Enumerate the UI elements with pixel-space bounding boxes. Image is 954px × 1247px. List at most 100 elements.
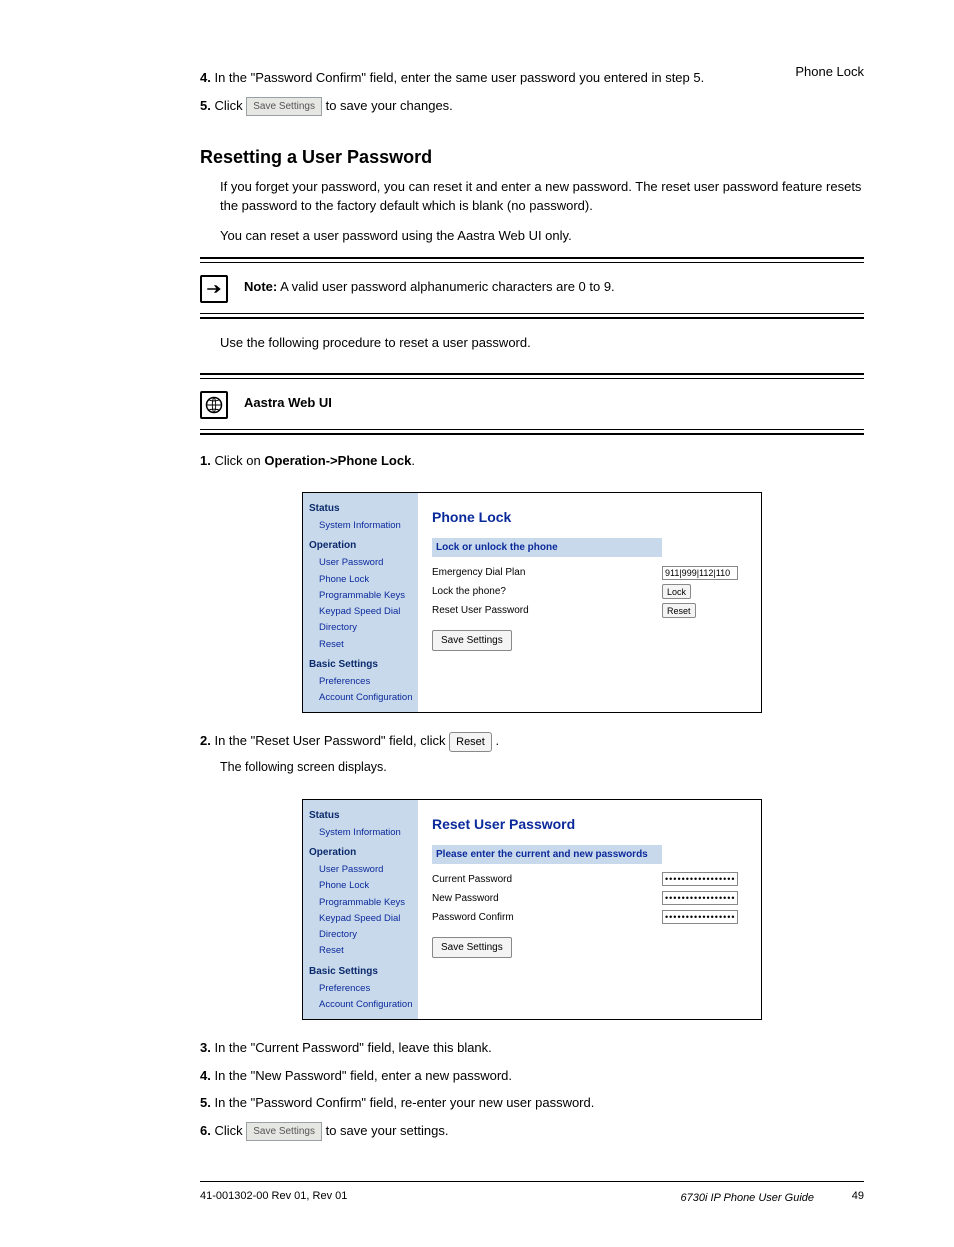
rule [200, 317, 864, 319]
step-text: In the "Password Confirm" field, enter t… [214, 70, 704, 85]
step-text: Click on Operation->Phone Lock. [214, 453, 414, 468]
step-num: 2. [200, 733, 211, 748]
emergency-dial-plan-input[interactable] [662, 566, 738, 580]
step-suffix: to save your changes. [326, 98, 453, 113]
sidebar-item-user-password[interactable]: User Password [309, 555, 418, 571]
step-prefix: In the "Reset User Password" field, clic… [214, 733, 449, 748]
step-6b: 6. Click Save Settings to save your sett… [200, 1121, 864, 1141]
step-num: 1. [200, 453, 211, 468]
sidebar: Status System Information Operation User… [303, 493, 418, 712]
row-reset-user-password: Reset User Password Reset [432, 601, 747, 620]
step-4a: 4. In the "Password Confirm" field, ente… [200, 68, 864, 88]
label-emergency-dial-plan: Emergency Dial Plan [432, 565, 662, 580]
step-suffix: . [496, 733, 500, 748]
note-body: A valid user password alphanumeric chara… [277, 279, 614, 294]
sidebar-item-system-information[interactable]: System Information [309, 518, 418, 534]
step-5a: 5. Click Save Settings to save your chan… [200, 96, 864, 116]
step-1b: 1. Click on Operation->Phone Lock. [200, 451, 864, 471]
row-current-password: Current Password [432, 870, 747, 889]
note-label: Note: [244, 279, 277, 294]
screenshot-reset-user-password: Status System Information Operation User… [302, 799, 762, 1020]
sidebar-item-keypad-speed-dial[interactable]: Keypad Speed Dial [309, 911, 418, 927]
label-current-password: Current Password [432, 872, 662, 887]
label-lock-phone: Lock the phone? [432, 584, 662, 599]
row-new-password: New Password [432, 889, 747, 908]
lock-button[interactable]: Lock [662, 584, 691, 599]
label-reset-user-password: Reset User Password [432, 603, 662, 618]
sidebar-heading-basic: Basic Settings [309, 964, 418, 979]
reset-inline-button: Reset [449, 732, 492, 753]
sidebar-item-programmable-keys[interactable]: Programmable Keys [309, 895, 418, 911]
main-panel: Phone Lock Lock or unlock the phone Emer… [418, 493, 761, 712]
save-settings-button[interactable]: Save Settings [432, 630, 512, 651]
web-ui-block: Aastra Web UI [200, 373, 864, 435]
step-num: 4. [200, 70, 211, 85]
step-num: 6. [200, 1123, 211, 1138]
row-lock-phone: Lock the phone? Lock [432, 582, 747, 601]
reset-paragraph-1: If you forget your password, you can res… [220, 177, 864, 216]
footer-left: 41-001302-00 Rev 01, Rev 01 [200, 1188, 347, 1205]
label-new-password: New Password [432, 891, 662, 906]
label-password-confirm: Password Confirm [432, 910, 662, 925]
sidebar-item-user-password[interactable]: User Password [309, 862, 418, 878]
sidebar-item-directory[interactable]: Directory [309, 927, 418, 943]
reset-paragraph-2: You can reset a user password using the … [220, 226, 864, 246]
sidebar-item-reset[interactable]: Reset [309, 637, 418, 653]
step-prefix: Click [214, 1123, 246, 1138]
save-settings-button[interactable]: Save Settings [432, 937, 512, 958]
web-ui-label: Aastra Web UI [244, 389, 332, 413]
globe-icon [200, 391, 228, 419]
step-4b: 4. In the "New Password" field, enter a … [200, 1066, 864, 1086]
sidebar-item-phone-lock[interactable]: Phone Lock [309, 572, 418, 588]
panel-title: Reset User Password [432, 814, 747, 835]
footer-page: 49 [852, 1188, 864, 1205]
step-text: In the "New Password" field, enter a new… [214, 1068, 512, 1083]
footer-rule [200, 1181, 864, 1182]
row-password-confirm: Password Confirm [432, 908, 747, 927]
step-num: 5. [200, 98, 211, 113]
main-panel: Reset User Password Please enter the cur… [418, 800, 761, 1019]
screenshot-phone-lock: Status System Information Operation User… [302, 492, 762, 713]
sidebar-heading-status: Status [309, 808, 418, 823]
new-password-input[interactable] [662, 891, 738, 905]
sidebar-item-preferences[interactable]: Preferences [309, 674, 418, 690]
step-suffix: to save your settings. [326, 1123, 449, 1138]
sidebar-heading-status: Status [309, 501, 418, 516]
note-block: Note: A valid user password alphanumeric… [200, 257, 864, 319]
rule [200, 433, 864, 435]
page: Phone Lock 4. In the "Password Confirm" … [0, 0, 954, 1247]
sidebar-heading-operation: Operation [309, 538, 418, 553]
sidebar-item-phone-lock[interactable]: Phone Lock [309, 878, 418, 894]
step-text: In the "Password Confirm" field, re-ente… [214, 1095, 594, 1110]
sidebar: Status System Information Operation User… [303, 800, 418, 1019]
sidebar-item-preferences[interactable]: Preferences [309, 981, 418, 997]
arrow-right-icon [200, 275, 228, 303]
step-text: In the "Current Password" field, leave t… [214, 1040, 491, 1055]
page-header-right: Phone Lock [795, 62, 864, 82]
sidebar-item-system-information[interactable]: System Information [309, 825, 418, 841]
step-num: 3. [200, 1040, 211, 1055]
section-bar: Please enter the current and new passwor… [432, 845, 662, 864]
sidebar-item-account-configuration[interactable]: Account Configuration [309, 997, 418, 1013]
section-title-reset: Resetting a User Password [200, 144, 864, 171]
footer-right: 6730i IP Phone User Guide [680, 1190, 814, 1207]
password-confirm-input[interactable] [662, 910, 738, 924]
step-5b: 5. In the "Password Confirm" field, re-e… [200, 1093, 864, 1113]
step-prefix: Click [214, 98, 246, 113]
step-2b: 2. In the "Reset User Password" field, c… [200, 731, 864, 752]
sidebar-item-directory[interactable]: Directory [309, 620, 418, 636]
following-text: The following screen displays. [220, 758, 864, 777]
sidebar-item-account-configuration[interactable]: Account Configuration [309, 690, 418, 706]
rule [200, 378, 864, 379]
current-password-input[interactable] [662, 872, 738, 886]
sidebar-item-reset[interactable]: Reset [309, 943, 418, 959]
sidebar-item-keypad-speed-dial[interactable]: Keypad Speed Dial [309, 604, 418, 620]
step-num: 5. [200, 1095, 211, 1110]
save-settings-image-button: Save Settings [246, 97, 322, 116]
panel-title: Phone Lock [432, 507, 747, 528]
reset-button[interactable]: Reset [662, 603, 696, 618]
sidebar-item-programmable-keys[interactable]: Programmable Keys [309, 588, 418, 604]
step-num: 4. [200, 1068, 211, 1083]
sidebar-heading-operation: Operation [309, 845, 418, 860]
rule [200, 262, 864, 263]
